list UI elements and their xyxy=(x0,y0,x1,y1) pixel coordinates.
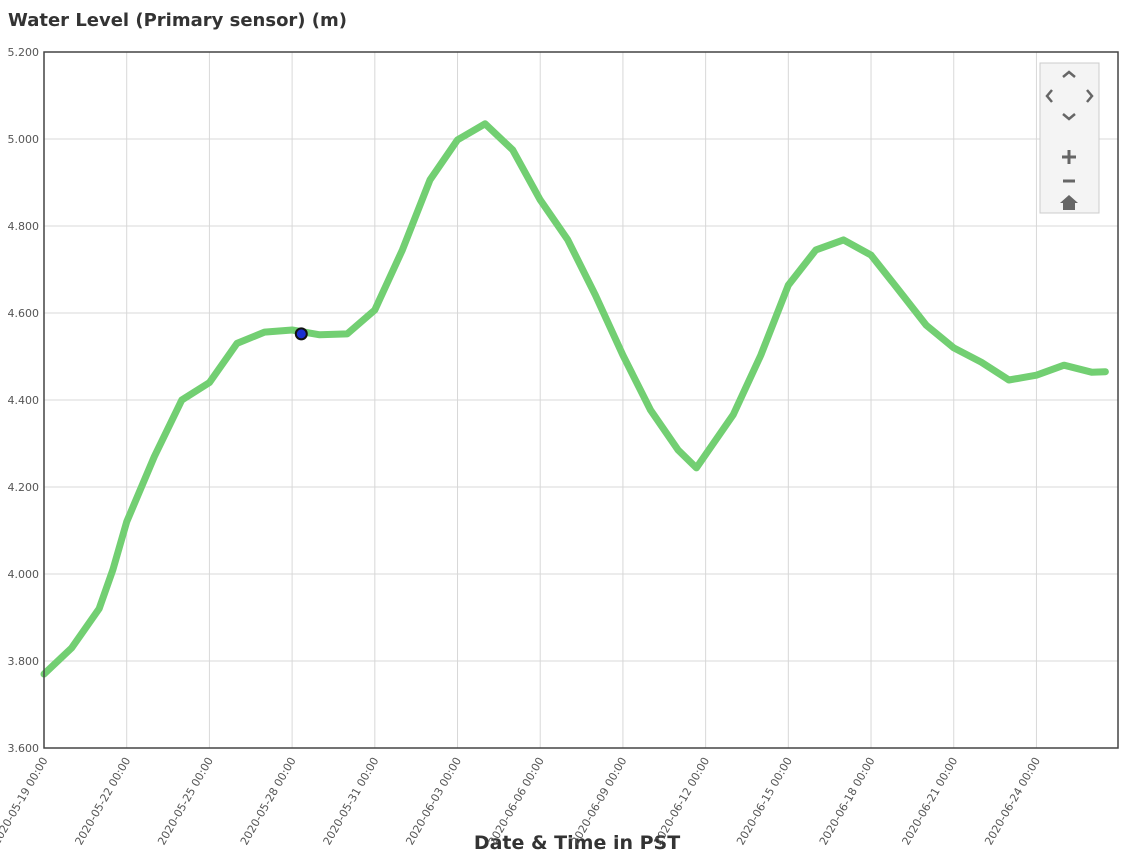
pan-left[interactable] xyxy=(1045,89,1053,103)
nav-control[interactable] xyxy=(1039,62,1100,214)
x-tick-label: 2020-05-25 00:00 xyxy=(155,755,216,847)
x-tick-label: 2020-06-15 00:00 xyxy=(734,755,795,847)
x-tick-label: 2020-06-21 00:00 xyxy=(900,755,961,847)
chart-title: Water Level (Primary sensor) (m) xyxy=(8,10,347,31)
pan-right[interactable] xyxy=(1086,89,1094,103)
y-tick-label: 3.600 xyxy=(8,742,40,755)
y-tick-label: 4.000 xyxy=(8,568,40,581)
x-tick-label: 2020-05-22 00:00 xyxy=(72,755,133,847)
y-tick-label: 4.200 xyxy=(8,481,40,494)
pan-up[interactable] xyxy=(1062,70,1076,78)
x-tick-label: 2020-05-31 00:00 xyxy=(321,755,382,847)
highlight-point xyxy=(294,327,308,341)
y-tick-label: 5.200 xyxy=(8,46,40,59)
x-tick-label: 2020-06-03 00:00 xyxy=(403,755,464,847)
y-tick-label: 4.400 xyxy=(8,394,40,407)
x-tick-label: 2020-06-12 00:00 xyxy=(651,755,712,847)
y-tick-label: 4.800 xyxy=(8,220,40,233)
home[interactable] xyxy=(1060,195,1078,210)
y-tick-label: 5.000 xyxy=(8,133,40,146)
pan-down[interactable] xyxy=(1062,113,1076,121)
x-tick-label: 2020-05-28 00:00 xyxy=(238,755,299,847)
x-tick-label: 2020-05-19 00:00 xyxy=(0,755,51,847)
zoom-in[interactable] xyxy=(1062,150,1076,164)
x-tick-label: 2020-06-18 00:00 xyxy=(817,755,878,847)
y-tick-label: 4.600 xyxy=(8,307,40,320)
x-tick-label: 2020-06-24 00:00 xyxy=(982,755,1043,847)
nav-panel xyxy=(1039,62,1100,214)
x-axis-label: Date & Time in PST xyxy=(474,832,680,854)
y-tick-label: 3.800 xyxy=(8,655,40,668)
data-line xyxy=(40,120,1109,678)
plot-border xyxy=(43,51,1119,749)
